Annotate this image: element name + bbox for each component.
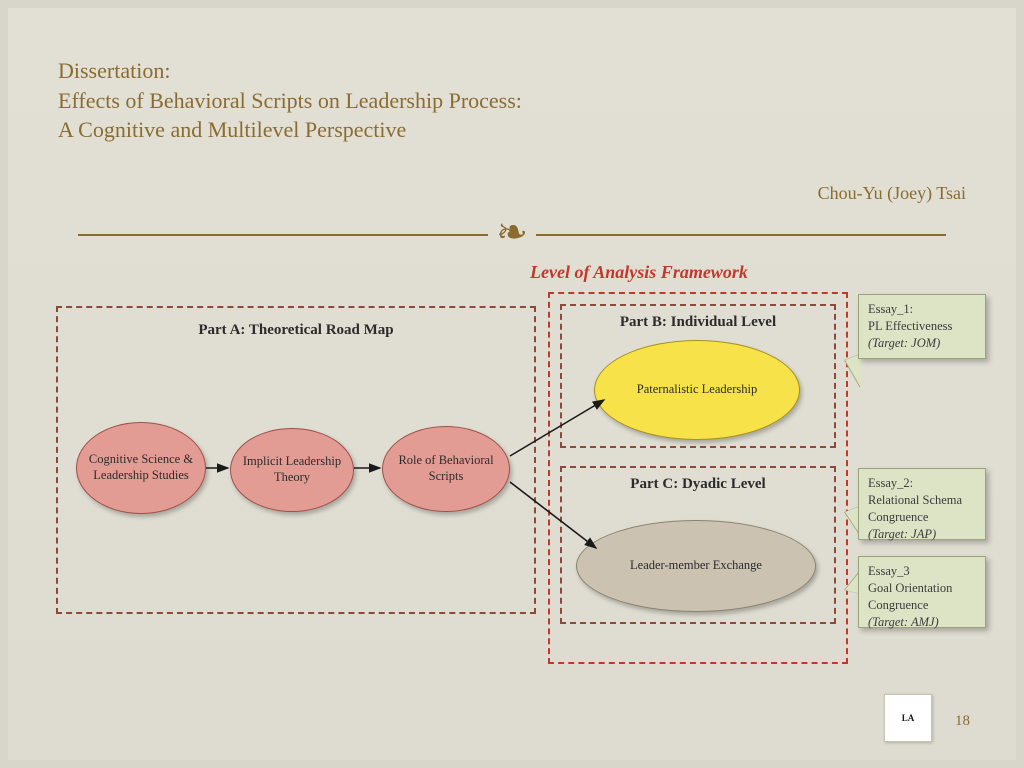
institution-logo: LA (884, 694, 932, 742)
part-c-title: Part C: Dyadic Level (562, 476, 834, 493)
ellipse-implicit-leadership: Implicit Leadership Theory (230, 428, 354, 512)
ellipse-behavioral-scripts: Role of Behavioral Scripts (382, 426, 510, 512)
title-line-3: A Cognitive and Multilevel Perspective (58, 115, 522, 145)
callout-3-target: (Target: AMJ) (868, 614, 976, 631)
title-divider: ❧ (78, 220, 946, 250)
part-b-title: Part B: Individual Level (562, 314, 834, 331)
callout-3-body: Goal Orientation Congruence (868, 580, 976, 614)
callout-essay-3: Essay_3 Goal Orientation Congruence (Tar… (858, 556, 986, 628)
ellipse-paternalistic: Paternalistic Leadership (594, 340, 800, 440)
divider-left (78, 234, 488, 236)
callout-3-title: Essay_3 (868, 563, 976, 580)
title-line-2: Effects of Behavioral Scripts on Leaders… (58, 86, 522, 116)
title-line-1: Dissertation: (58, 56, 522, 86)
framework-label: Level of Analysis Framework (530, 262, 748, 283)
callout-2-title: Essay_2: (868, 475, 976, 492)
callout-1-target: (Target: JOM) (868, 335, 976, 352)
callout-1-body: PL Effectiveness (868, 318, 976, 335)
callout-1-pointer (845, 354, 861, 388)
flourish-icon: ❧ (488, 222, 536, 245)
callout-2-target: (Target: JAP) (868, 526, 976, 543)
logo-text: LA (902, 714, 915, 723)
callout-2-body: Relational Schema Congruence (868, 492, 976, 526)
callout-1-title: Essay_1: (868, 301, 976, 318)
divider-right (536, 234, 946, 236)
page-number: 18 (955, 713, 970, 730)
callout-essay-1: Essay_1: PL Effectiveness (Target: JOM) (858, 294, 986, 359)
ellipse-lmx: Leader-member Exchange (576, 520, 816, 612)
part-a-title: Part A: Theoretical Road Map (58, 322, 534, 339)
author-name: Chou-Yu (Joey) Tsai (818, 183, 966, 204)
callout-essay-2: Essay_2: Relational Schema Congruence (T… (858, 468, 986, 540)
ellipse-cognitive-science: Cognitive Science & Leadership Studies (76, 422, 206, 514)
slide-title: Dissertation: Effects of Behavioral Scri… (58, 56, 522, 145)
